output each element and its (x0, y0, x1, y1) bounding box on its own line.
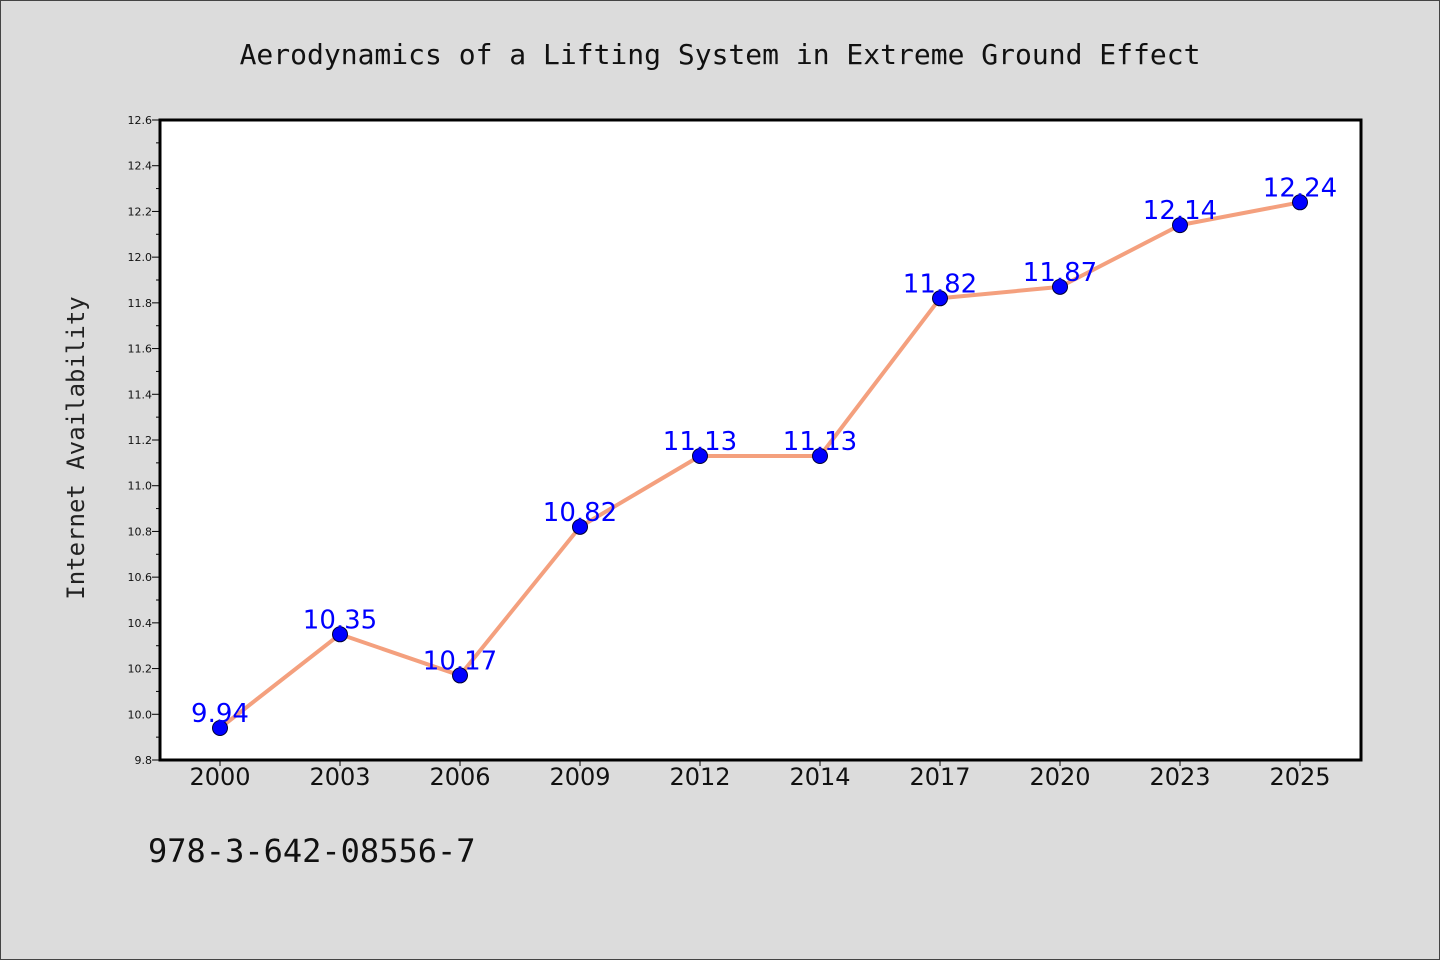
y-tick-label: 9.8 (135, 754, 153, 767)
x-tick-label: 2017 (909, 763, 970, 791)
y-tick-label: 11.4 (128, 388, 153, 401)
data-label: 10.82 (543, 498, 617, 528)
data-label: 11.13 (663, 427, 737, 457)
y-tick-label: 10.4 (128, 617, 153, 630)
x-tick-label: 2023 (1149, 763, 1210, 791)
y-tick-label: 10.2 (128, 663, 153, 676)
data-label: 11.13 (783, 427, 857, 457)
x-tick-label: 2003 (309, 763, 370, 791)
y-tick-label: 12.0 (128, 251, 153, 264)
y-axis-label: Internet Availability (62, 296, 90, 599)
y-tick-label: 12.4 (128, 160, 153, 173)
data-point-marker (1292, 194, 1308, 211)
markers-group (212, 194, 1308, 736)
plot-area (158, 118, 1363, 762)
x-tick-label: 2009 (549, 763, 610, 791)
data-label: 11.82 (903, 269, 977, 299)
data-point-marker (572, 518, 588, 535)
data-label: 11.87 (1023, 258, 1097, 288)
x-tick-label: 2014 (789, 763, 850, 791)
data-point-marker (452, 667, 468, 684)
data-point-marker (1172, 217, 1188, 234)
y-tick-label: 10.0 (128, 708, 153, 721)
y-tick-label: 11.6 (128, 343, 153, 356)
isbn-footnote: 978-3-642-08556-7 (148, 832, 476, 870)
data-label: 9.94 (191, 699, 249, 729)
y-tick-label: 10.6 (128, 571, 153, 584)
y-tick-label: 10.8 (128, 525, 153, 538)
data-point-marker (932, 290, 948, 307)
x-tick-label: 2020 (1029, 763, 1090, 791)
data-labels-group: 9.94 10.35 10.17 10.82 11.13 11.13 11.82 11.87 1… (191, 173, 1337, 729)
data-point-marker (692, 448, 708, 464)
x-tick-label: 2000 (189, 763, 250, 791)
data-point-marker (812, 448, 828, 464)
data-label: 10.35 (303, 605, 377, 635)
data-label: 12.24 (1263, 173, 1337, 203)
data-label: 10.17 (423, 646, 497, 676)
series-line-group (218, 200, 1301, 730)
chart-title: Aerodynamics of a Lifting System in Extr… (240, 38, 1201, 71)
y-axis: 9.8 10.0 10.2 10.4 10.6 10.8 11.0 11.2 11.4 11.6 1… (128, 114, 160, 767)
y-tick-label: 12.2 (128, 205, 153, 218)
y-tick-label: 11.8 (128, 297, 153, 310)
data-label: 12.14 (1143, 196, 1217, 226)
x-tick-label: 2025 (1269, 763, 1330, 791)
data-point-marker (1052, 278, 1068, 295)
data-point-marker (212, 720, 228, 736)
y-tick-label: 12.6 (128, 114, 153, 127)
y-tick-label: 11.0 (128, 480, 153, 493)
x-tick-label: 2012 (669, 763, 730, 791)
x-tick-label: 2006 (429, 763, 490, 791)
data-point-marker (332, 626, 348, 643)
y-tick-label: 11.2 (128, 434, 153, 447)
series-line (218, 200, 1301, 730)
x-axis: 2000 2003 2006 2009 2012 2014 2017 2020 2023 2025 (189, 760, 1331, 791)
